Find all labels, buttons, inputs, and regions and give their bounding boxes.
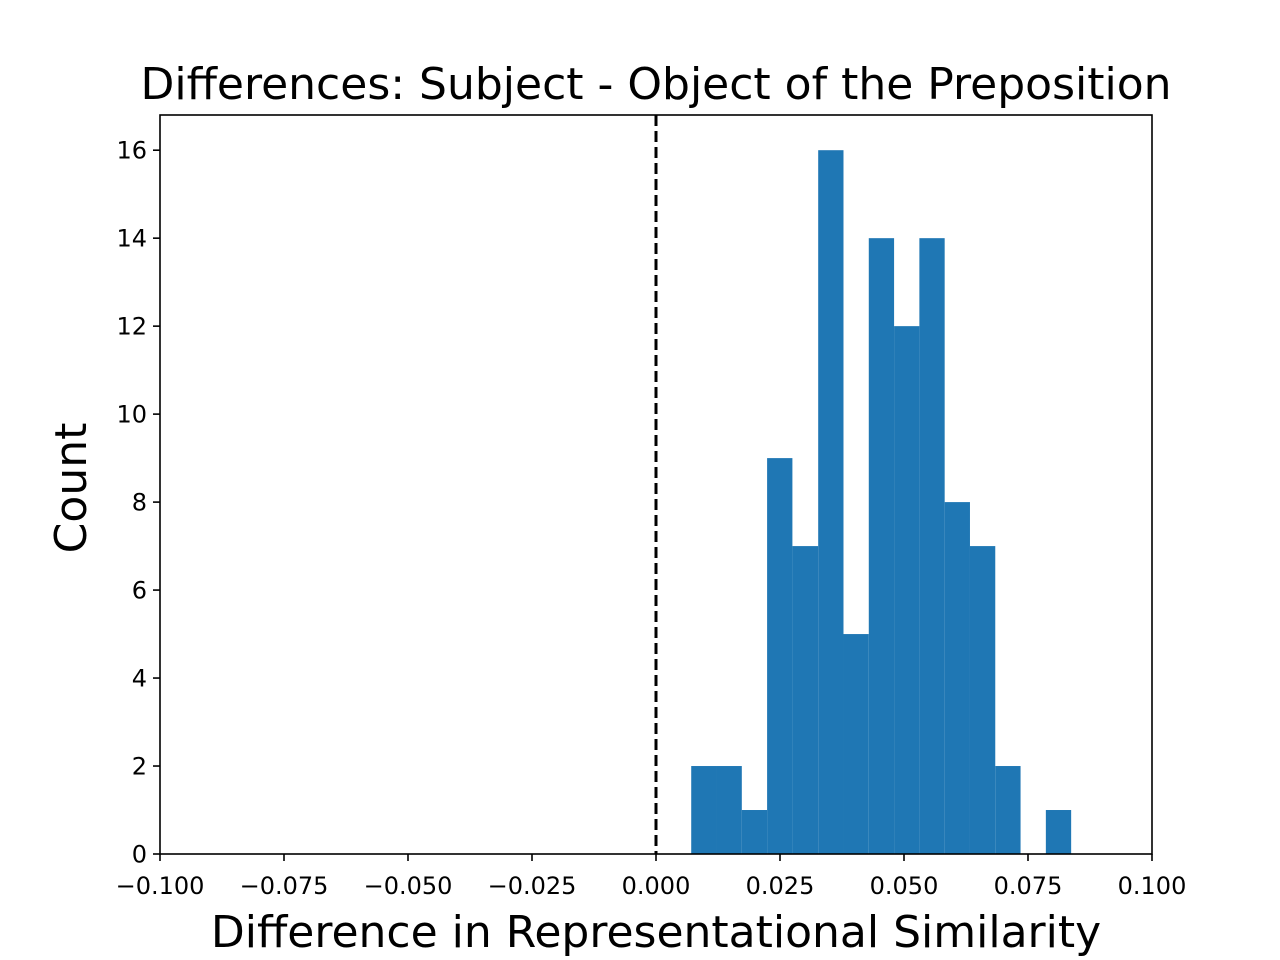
histogram-bar: [868, 238, 895, 854]
x-tick-label: 0.000: [622, 872, 691, 900]
x-tick-label: 0.025: [746, 872, 815, 900]
y-tick-label: 2: [132, 753, 147, 781]
histogram-bar: [894, 326, 920, 855]
x-axis-label: Difference in Representational Similarit…: [211, 907, 1101, 958]
x-tick-label: −0.025: [488, 872, 577, 900]
histogram-bar: [944, 502, 970, 854]
chart-title: Differences: Subject - Object of the Pre…: [140, 59, 1171, 110]
y-axis-label: Count: [46, 423, 97, 554]
y-axis-ticks: 0 2 4 6 8 10 12 14 16: [116, 137, 160, 869]
histogram-bar: [741, 810, 768, 854]
histogram-bar: [767, 458, 793, 854]
x-tick-label: 0.075: [994, 872, 1063, 900]
x-tick-label: −0.100: [116, 872, 205, 900]
y-tick-label: 12: [116, 313, 147, 341]
x-tick-label: 0.100: [1118, 872, 1187, 900]
histogram-bar: [1045, 810, 1072, 854]
y-tick-label: 0: [132, 841, 147, 869]
x-tick-label: −0.050: [364, 872, 453, 900]
histogram-bar: [691, 766, 717, 854]
histogram-bar: [969, 546, 996, 854]
histogram-bar: [843, 634, 869, 854]
bars-group: [691, 150, 1072, 855]
y-tick-label: 16: [116, 137, 147, 165]
histogram-bar: [792, 546, 819, 854]
x-tick-label: −0.075: [240, 872, 329, 900]
y-tick-label: 4: [132, 665, 147, 693]
histogram-bar: [995, 766, 1021, 854]
y-tick-label: 14: [116, 225, 147, 253]
histogram-bar: [818, 150, 844, 854]
histogram-bar: [716, 766, 742, 854]
y-tick-label: 10: [116, 401, 147, 429]
x-axis-ticks: −0.100 −0.075 −0.050 −0.025 0.000 0.025 0.050 0…: [116, 854, 1187, 900]
y-tick-label: 6: [132, 577, 147, 605]
histogram-bar: [919, 238, 945, 854]
x-tick-label: 0.050: [870, 872, 939, 900]
y-tick-label: 8: [132, 489, 147, 517]
